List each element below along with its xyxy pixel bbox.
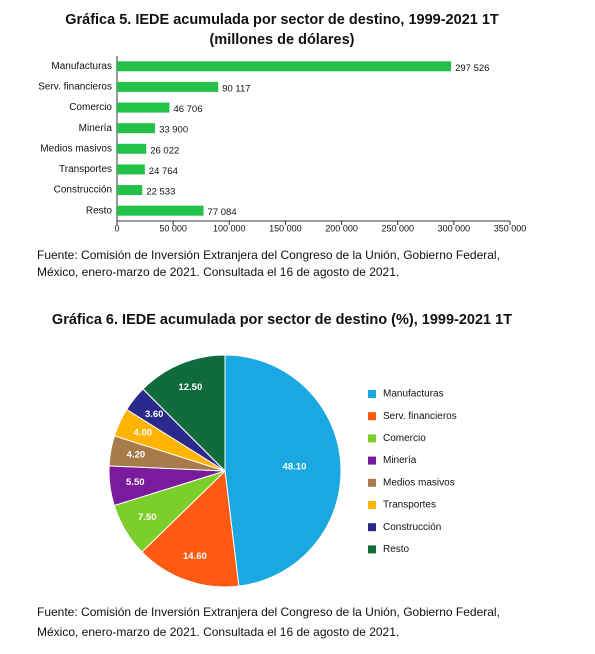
legend-label: Resto — [383, 544, 410, 555]
value-label: 33 900 — [159, 125, 188, 136]
legend-swatch — [368, 412, 376, 421]
y-tick-label: Manufacturas — [51, 61, 112, 72]
y-tick-label: Minería — [79, 123, 113, 134]
value-label: 7.50 — [138, 512, 157, 523]
y-tick-label: Resto — [86, 205, 113, 216]
y-tick-label: Transportes — [59, 164, 112, 175]
value-label: 4.20 — [127, 450, 146, 461]
value-label: 77 084 — [208, 207, 237, 218]
legend-label: Serv. financieros — [383, 411, 457, 422]
bar — [117, 205, 204, 216]
legend-label: Construcción — [383, 522, 441, 533]
source-note: Fuente: Comisión de Inversión Extranjera… — [37, 248, 500, 262]
bar — [117, 102, 170, 113]
value-label: 14.60 — [183, 551, 207, 562]
chart-title: Gráfica 6. IEDE acumulada por sector de … — [52, 312, 512, 328]
legend-swatch — [368, 545, 376, 554]
x-tick-label: 50 000 — [159, 223, 187, 233]
x-tick-label: 100 000 — [213, 223, 246, 233]
value-label: 48.10 — [283, 461, 307, 472]
pie-slice — [224, 354, 342, 587]
value-label: 5.50 — [126, 477, 145, 488]
value-label: 12.50 — [178, 382, 202, 393]
legend-label: Transportes — [383, 500, 436, 511]
value-label: 4.00 — [134, 428, 153, 439]
value-label: 90 117 — [222, 83, 250, 94]
chart-subtitle: (millones de dólares) — [209, 32, 354, 48]
y-tick-label: Comercio — [69, 102, 112, 113]
source-note: México, enero-marzo de 2021. Consultada … — [37, 265, 399, 279]
legend-label: Medios masivos — [383, 477, 455, 488]
y-tick-label: Medios masivos — [40, 143, 112, 154]
legend-label: Minería — [383, 455, 417, 466]
x-tick-label: 350 000 — [494, 223, 527, 233]
value-label: 24 764 — [149, 166, 178, 177]
legend-swatch — [368, 501, 376, 509]
legend-label: Manufacturas — [383, 389, 444, 400]
legend-swatch — [368, 434, 376, 443]
bar — [117, 81, 219, 92]
bar — [117, 61, 452, 72]
legend-swatch — [368, 390, 376, 398]
bar — [117, 164, 145, 175]
legend-swatch — [368, 456, 376, 465]
value-label: 26 022 — [150, 145, 179, 156]
source-note: México, enero-marzo de 2021. Consultada … — [37, 625, 399, 639]
bar — [117, 185, 143, 196]
bar — [117, 143, 147, 154]
chart-title: Gráfica 5. IEDE acumulada por sector de … — [65, 12, 499, 28]
value-label: 22 533 — [146, 187, 175, 198]
value-label: 3.60 — [145, 409, 164, 420]
legend-swatch — [368, 523, 376, 532]
x-tick-label: 0 — [114, 223, 119, 233]
x-tick-label: 150 000 — [269, 223, 302, 233]
x-tick-label: 200 000 — [325, 223, 358, 233]
pie-slice — [142, 354, 226, 473]
source-note: Fuente: Comisión de Inversión Extranjera… — [37, 605, 500, 619]
pie-slice — [141, 469, 240, 588]
value-label: 297 526 — [455, 63, 489, 74]
y-tick-label: Construcción — [54, 185, 112, 196]
legend-label: Comercio — [383, 433, 426, 444]
value-label: 46 706 — [173, 104, 202, 115]
x-tick-label: 300 000 — [438, 223, 471, 233]
x-tick-label: 250 000 — [381, 223, 414, 233]
legend-swatch — [368, 478, 376, 487]
bar — [117, 123, 156, 134]
y-tick-label: Serv. financieros — [38, 82, 112, 93]
